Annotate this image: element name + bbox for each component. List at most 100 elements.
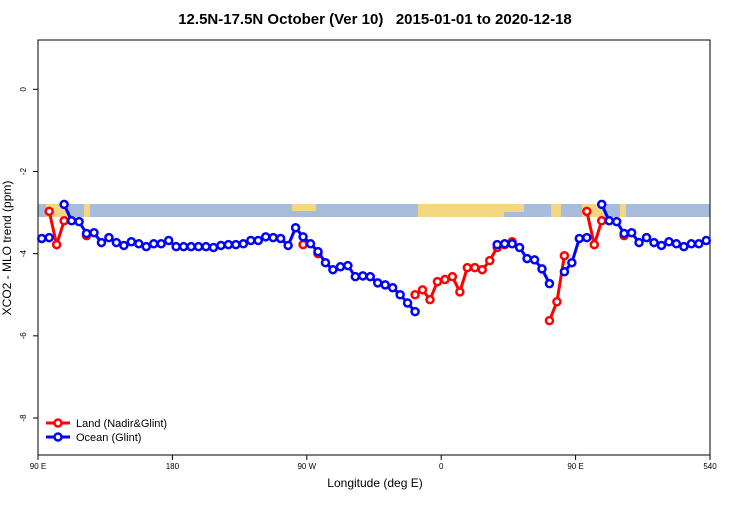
- point: [231, 239, 241, 250]
- point: [544, 278, 555, 289]
- point: [156, 239, 166, 249]
- point: [484, 255, 495, 266]
- point: [186, 241, 196, 252]
- point: [171, 241, 181, 252]
- point: [81, 228, 92, 239]
- point: [238, 239, 249, 249]
- point: [402, 298, 413, 308]
- y-tick-label: -2: [19, 167, 28, 175]
- point: [574, 233, 585, 244]
- point: [387, 283, 398, 293]
- point: [313, 246, 323, 257]
- x-tick-label: 90 E: [30, 462, 46, 471]
- land-strip: [84, 204, 90, 217]
- point: [470, 262, 480, 273]
- point: [119, 240, 129, 251]
- point: [671, 239, 682, 249]
- point: [372, 278, 383, 288]
- point: [410, 290, 420, 300]
- legend-marker: [53, 432, 63, 442]
- point: [477, 264, 488, 275]
- point: [462, 262, 473, 273]
- point: [559, 266, 570, 277]
- y-tick-label: 0: [19, 87, 28, 92]
- land-strip: [620, 204, 626, 217]
- point: [134, 239, 144, 249]
- plot-frame: [37, 39, 711, 456]
- point: [358, 271, 368, 281]
- point: [634, 237, 644, 248]
- point: [694, 239, 704, 249]
- point: [626, 227, 637, 238]
- y-tick-label: -4: [19, 250, 28, 258]
- x-tick-label: 540: [703, 462, 717, 471]
- point: [253, 235, 264, 246]
- x-axis-label: Longitude (deg E): [327, 476, 422, 490]
- point: [74, 216, 84, 227]
- point: [111, 237, 122, 248]
- point: [447, 271, 458, 282]
- point: [425, 294, 435, 305]
- land-strip: [551, 204, 561, 217]
- point: [89, 227, 99, 238]
- point: [59, 216, 69, 226]
- point: [163, 235, 174, 246]
- ocean-strip: [38, 204, 710, 217]
- point: [582, 232, 592, 243]
- chart-title: 12.5N-17.5N October (Ver 10) 2015-01-01 …: [178, 11, 572, 28]
- point: [611, 216, 622, 227]
- point: [395, 290, 405, 300]
- point: [201, 241, 211, 252]
- point: [559, 250, 570, 261]
- point: [350, 271, 361, 282]
- point: [298, 232, 308, 242]
- point: [290, 223, 301, 233]
- point: [529, 255, 540, 265]
- point: [148, 239, 159, 249]
- point: [567, 257, 577, 268]
- point: [596, 199, 607, 210]
- point: [328, 264, 338, 275]
- point: [649, 237, 659, 248]
- point: [582, 206, 592, 217]
- y-tick-label: -8: [19, 414, 28, 422]
- point: [432, 276, 443, 287]
- x-tick-label: 90 E: [567, 462, 583, 471]
- point: [44, 206, 54, 217]
- point: [36, 233, 47, 244]
- x-tick-label: 90 W: [297, 462, 316, 471]
- point: [492, 239, 502, 250]
- point: [686, 239, 697, 249]
- point: [514, 242, 525, 253]
- point: [44, 232, 54, 243]
- point: [596, 216, 607, 226]
- point: [507, 239, 517, 249]
- point: [522, 253, 532, 264]
- point: [305, 239, 316, 249]
- point: [126, 236, 137, 247]
- point: [260, 232, 271, 242]
- point: [246, 235, 256, 246]
- point: [589, 239, 600, 250]
- point: [537, 264, 547, 274]
- point: [193, 241, 204, 252]
- point: [701, 235, 712, 246]
- point: [66, 216, 77, 226]
- point: [380, 280, 390, 290]
- point: [223, 239, 234, 250]
- point: [664, 236, 674, 247]
- legend-marker: [53, 418, 63, 428]
- point: [104, 232, 114, 243]
- point: [656, 240, 667, 251]
- point: [455, 287, 465, 297]
- point: [298, 239, 308, 250]
- point: [641, 232, 652, 243]
- point: [499, 239, 510, 249]
- land-mask-strip: [38, 204, 710, 217]
- y-tick-label: -6: [19, 332, 28, 340]
- x-tick-label: 0: [439, 462, 444, 471]
- land-strip: [292, 204, 316, 211]
- point: [320, 257, 331, 268]
- point: [208, 242, 219, 253]
- point: [216, 240, 226, 251]
